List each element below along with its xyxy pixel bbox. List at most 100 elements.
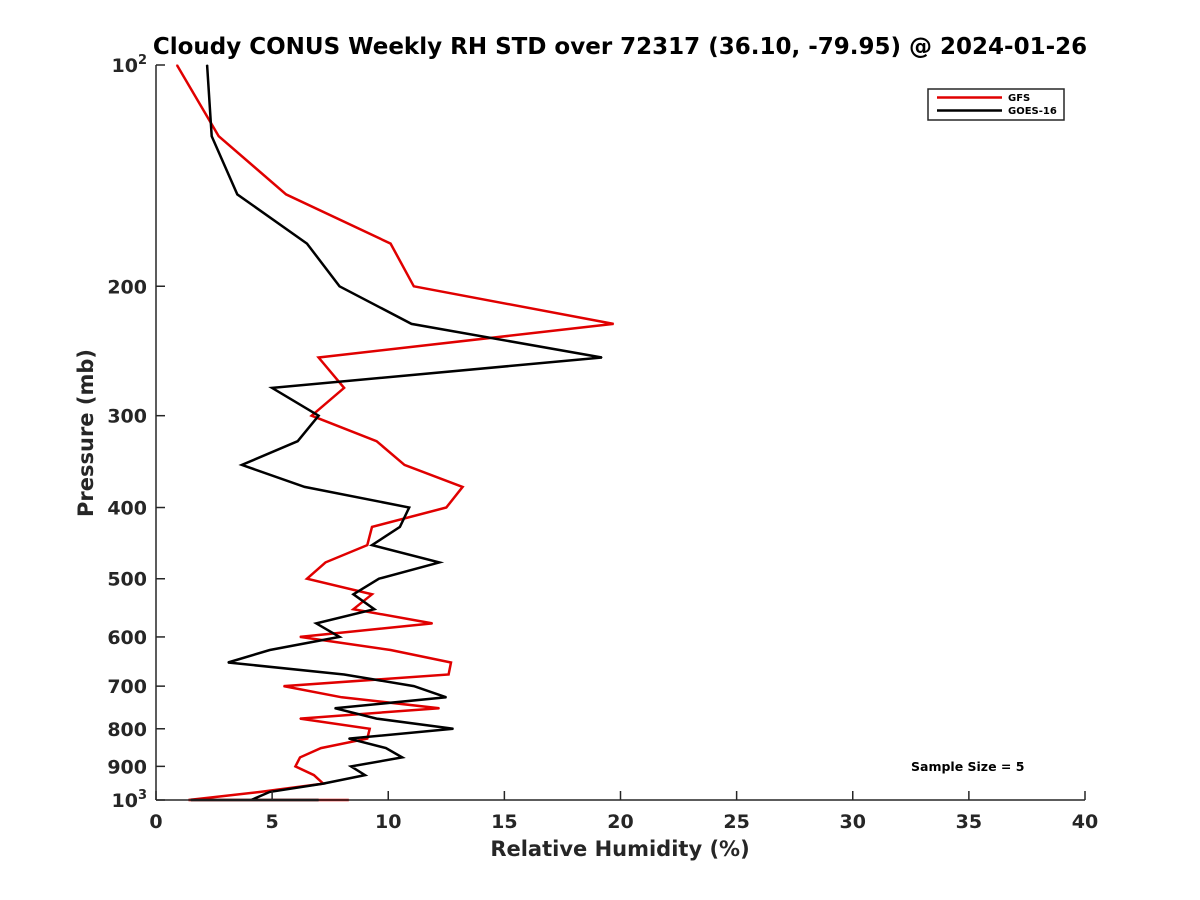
series-line-goes16 <box>190 64 603 802</box>
y-tick-label-700: 700 <box>107 676 147 698</box>
series-points-gfs <box>176 64 615 801</box>
data-point-gfs-6 <box>318 356 320 359</box>
data-point-goes16-13 <box>399 526 401 528</box>
data-point-gfs-32 <box>294 765 296 768</box>
data-point-goes16-10 <box>241 464 243 466</box>
data-point-goes16-27 <box>376 718 378 720</box>
chart-title: Cloudy CONUS Weekly RH STD over 72317 (3… <box>153 34 1087 60</box>
plot-area <box>156 65 1085 800</box>
data-point-gfs-2 <box>285 193 287 195</box>
data-point-goes16-19 <box>315 622 317 625</box>
data-point-goes16-34 <box>322 783 324 785</box>
data-point-goes16-26 <box>334 707 336 709</box>
legend: GFS GOES-16 <box>927 88 1065 121</box>
y-axis-ticks: 102 200 300 400 500 600 700 800 900 103 <box>107 53 165 812</box>
data-point-goes16-4 <box>338 285 341 287</box>
data-point-gfs-14 <box>366 544 368 546</box>
x-tick-label-40: 40 <box>1072 811 1098 833</box>
y-tick-label-300: 300 <box>107 406 147 428</box>
data-point-gfs-21 <box>390 649 392 651</box>
y-tick-label-500: 500 <box>107 569 147 591</box>
data-point-goes16-20 <box>338 636 341 638</box>
data-point-goes16-30 <box>385 747 387 749</box>
x-axis-ticks: 0 5 10 15 20 25 30 35 40 <box>149 791 1098 833</box>
y-tick-label-200: 200 <box>107 276 147 298</box>
x-tick-label-5: 5 <box>266 811 279 833</box>
y-tick-label-1000: 103 <box>112 788 148 812</box>
data-point-gfs-31 <box>299 756 301 759</box>
data-point-gfs-16 <box>306 578 308 580</box>
data-point-goes16-8 <box>318 415 320 417</box>
data-point-goes16-5 <box>410 323 413 325</box>
data-point-gfs-22 <box>450 661 452 664</box>
y-tick-label-400: 400 <box>107 498 147 520</box>
y-tick-label-800: 800 <box>107 719 147 741</box>
y-axis-label: Pressure (mb) <box>74 349 98 517</box>
data-point-gfs-12 <box>445 506 447 509</box>
data-point-gfs-24 <box>283 685 285 687</box>
legend-label-gfs: GFS <box>1008 93 1030 104</box>
data-point-goes16-9 <box>297 440 299 442</box>
data-point-gfs-33 <box>313 774 315 776</box>
data-point-gfs-25 <box>341 696 343 698</box>
data-point-gfs-5 <box>612 323 615 325</box>
data-point-goes16-16 <box>378 578 380 580</box>
data-point-goes16-28 <box>452 728 454 730</box>
data-point-gfs-23 <box>448 673 450 676</box>
x-tick-label-30: 30 <box>840 811 866 833</box>
x-tick-label-20: 20 <box>607 811 633 833</box>
data-point-goes16-24 <box>413 685 415 687</box>
data-point-goes16-21 <box>269 649 271 651</box>
sample-size-annotation: Sample Size = 5 <box>911 759 1024 774</box>
x-tick-label-25: 25 <box>723 811 749 833</box>
data-point-goes16-6 <box>601 356 603 359</box>
data-point-gfs-13 <box>371 526 373 528</box>
data-point-gfs-9 <box>376 440 378 442</box>
data-point-goes16-12 <box>408 506 410 509</box>
data-point-gfs-26 <box>438 707 440 709</box>
data-point-gfs-30 <box>320 747 322 749</box>
data-point-goes16-33 <box>364 774 366 776</box>
y-tick-label-100: 102 <box>112 53 148 77</box>
x-tick-label-0: 0 <box>149 811 162 833</box>
data-point-goes16-35 <box>269 791 271 793</box>
x-tick-label-35: 35 <box>956 811 982 833</box>
legend-label-goes16: GOES-16 <box>1008 106 1057 117</box>
data-point-gfs-3 <box>390 243 392 245</box>
data-point-goes16-0 <box>206 64 208 66</box>
legend-box <box>927 88 1065 121</box>
data-point-goes16-25 <box>445 696 447 698</box>
data-point-goes16-3 <box>306 243 308 245</box>
data-point-gfs-8 <box>311 415 313 417</box>
data-point-gfs-0 <box>176 64 178 66</box>
data-point-goes16-15 <box>438 561 440 564</box>
data-point-goes16-29 <box>348 738 350 740</box>
data-point-gfs-15 <box>324 561 327 564</box>
data-point-gfs-4 <box>413 285 415 287</box>
y-tick-label-900: 900 <box>107 756 147 778</box>
data-point-goes16-17 <box>352 593 354 595</box>
data-point-gfs-35 <box>259 791 262 793</box>
data-point-goes16-31 <box>401 756 403 759</box>
data-point-gfs-17 <box>371 593 373 595</box>
data-point-gfs-29 <box>366 738 368 740</box>
data-point-gfs-10 <box>403 464 406 466</box>
data-point-goes16-7 <box>271 387 273 389</box>
data-point-gfs-7 <box>343 387 345 389</box>
data-point-goes16-32 <box>350 765 352 768</box>
data-point-goes16-23 <box>343 673 345 676</box>
data-point-gfs-19 <box>431 622 433 625</box>
data-point-gfs-1 <box>218 135 220 137</box>
x-tick-label-15: 15 <box>491 811 517 833</box>
data-point-gfs-11 <box>462 486 464 488</box>
data-point-gfs-18 <box>352 608 354 610</box>
data-point-gfs-20 <box>299 636 301 638</box>
data-point-goes16-18 <box>373 608 375 610</box>
y-tick-label-600: 600 <box>107 627 147 649</box>
data-point-goes16-11 <box>304 486 306 488</box>
data-point-gfs-27 <box>299 718 301 720</box>
data-point-goes16-1 <box>211 135 213 137</box>
data-point-goes16-2 <box>236 193 238 195</box>
data-point-gfs-28 <box>369 728 371 730</box>
